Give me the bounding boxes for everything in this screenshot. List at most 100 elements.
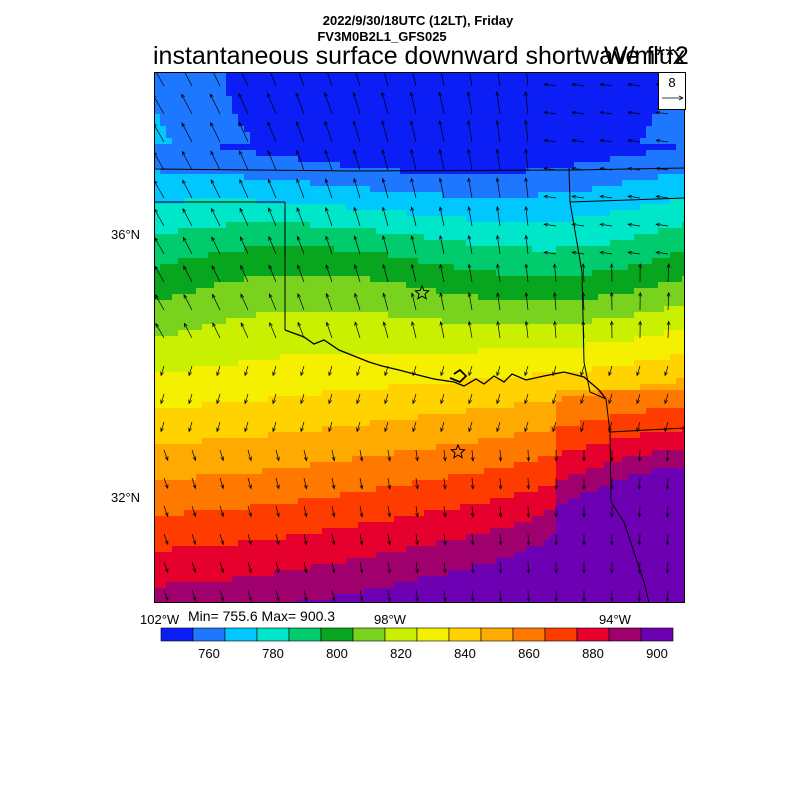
header-datetime: 2022/9/30/18UTC (12LT), Friday	[322, 13, 514, 28]
wind-arrow	[609, 505, 614, 518]
wind-arrow	[655, 166, 669, 171]
wind-arrow	[526, 533, 531, 546]
wind-arrow	[665, 533, 670, 546]
wind-arrow	[272, 393, 277, 405]
red-river-bend	[449, 368, 468, 384]
wind-arrow	[415, 505, 419, 518]
wind-arrow	[324, 149, 333, 171]
colorbar-box	[448, 627, 482, 642]
wind-arrow	[183, 293, 193, 311]
wind-arrow	[524, 91, 529, 115]
wind-arrow	[300, 421, 305, 433]
wind-arrow	[582, 562, 586, 574]
wind-arrow	[381, 177, 389, 199]
wind-arrow	[440, 421, 445, 433]
wind-arrow	[211, 265, 221, 283]
wind-arrow	[354, 321, 361, 339]
wind-arrow	[247, 505, 252, 518]
wind-arrow	[324, 120, 333, 143]
wind-vectors	[154, 72, 671, 602]
colorbar: 760 780 800 820 840 860 880 900	[160, 627, 674, 661]
wind-arrow	[638, 320, 643, 339]
wind-arrow	[526, 561, 531, 574]
wind-arrow	[608, 421, 613, 433]
wind-arrow	[571, 82, 585, 87]
wind-arrow	[495, 148, 501, 171]
wind-arrow	[356, 365, 361, 377]
wind-arrow	[183, 322, 193, 339]
wind-arrow	[665, 505, 670, 518]
wind-arrow	[216, 365, 221, 377]
wind-arrow	[524, 148, 529, 171]
wind-arrow	[353, 177, 361, 199]
colorbar-box	[576, 627, 610, 642]
wind-arrow	[238, 92, 249, 115]
wind-arrow	[181, 93, 193, 115]
wind-arrow	[409, 91, 417, 115]
wind-arrow	[599, 166, 613, 171]
wind-arrow	[470, 589, 475, 602]
wind-arrow	[296, 178, 305, 199]
wind-arrow	[328, 393, 333, 405]
wind-arrow	[468, 365, 473, 377]
wind-arrow	[303, 533, 308, 546]
wind-arrow	[191, 449, 197, 462]
colorbar-box	[512, 627, 546, 642]
wind-arrow	[298, 72, 305, 87]
wind-arrow	[524, 234, 529, 255]
colorbar-label: 900	[646, 646, 668, 661]
wind-arrow	[467, 177, 473, 199]
wind-arrow	[381, 206, 389, 227]
wind-arrow	[580, 421, 585, 433]
wind-arrow	[272, 365, 277, 377]
wind-arrow	[599, 138, 613, 143]
shortwave-flux-field	[154, 72, 685, 603]
wind-arrow	[182, 208, 193, 227]
wind-arrow	[331, 449, 336, 462]
wind-arrow	[331, 505, 336, 518]
wind-arrow	[191, 589, 197, 602]
wind-arrow	[440, 365, 445, 377]
map-title: instantaneous surface downward shortwave…	[153, 42, 686, 70]
wind-arrow	[581, 320, 586, 339]
wind-arrow	[498, 533, 503, 546]
wind-arrow	[655, 250, 669, 255]
wind-arrow	[554, 477, 559, 490]
wind-arrow	[241, 72, 249, 87]
colorbar-box	[384, 627, 418, 642]
wind-arrow	[440, 72, 445, 87]
wind-arrow	[524, 177, 529, 199]
wind-arrow	[163, 561, 169, 574]
wind-arrow	[524, 421, 529, 433]
wind-arrow	[609, 533, 614, 546]
wind-arrow	[359, 449, 364, 462]
colorbar-box	[480, 627, 514, 642]
wind-arrow	[324, 178, 333, 199]
wind-arrow	[468, 393, 473, 405]
wind-arrow	[438, 148, 445, 171]
wind-arrow	[269, 72, 277, 87]
wind-arrow	[496, 263, 501, 283]
wind-arrow	[331, 533, 336, 546]
colorbar-label: 840	[454, 646, 476, 661]
wind-arrow	[154, 265, 165, 283]
wind-arrow	[665, 589, 670, 602]
wind-arrow	[609, 449, 614, 462]
lon-label-102w: 102°W	[140, 612, 180, 627]
colorbar-label: 760	[198, 646, 220, 661]
lon-label-94w: 94°W	[599, 612, 631, 627]
wind-arrow	[297, 321, 305, 339]
wind-arrow	[182, 236, 193, 255]
wind-arrow	[210, 121, 221, 143]
wind-arrow	[303, 561, 308, 574]
wind-arrow	[469, 72, 473, 87]
wind-arrow	[627, 166, 641, 171]
wind-arrow	[627, 110, 641, 115]
wind-arrow	[582, 506, 586, 518]
wind-arrow	[303, 589, 308, 602]
wind-arrow	[543, 82, 557, 87]
wind-arrow	[543, 110, 557, 115]
wind-arrow	[331, 589, 336, 602]
wind-arrow	[442, 449, 447, 462]
wind-arrow	[326, 72, 333, 87]
